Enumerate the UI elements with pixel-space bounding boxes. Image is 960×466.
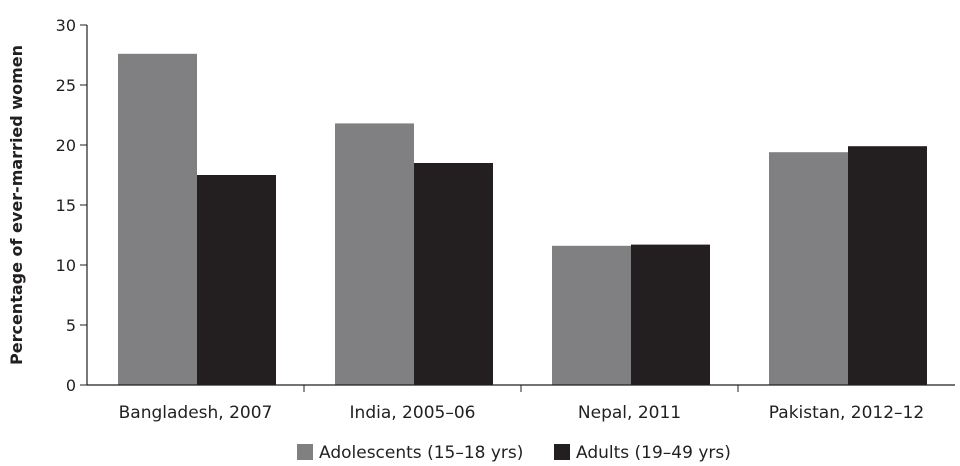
bar-adults-2 [631, 244, 710, 385]
legend-swatch-adults [554, 444, 570, 460]
y-tick-label: 5 [66, 316, 76, 335]
legend-swatch-adolescents [297, 444, 313, 460]
axes [86, 25, 955, 392]
y-axis-label: Percentage of ever-married women [7, 45, 26, 365]
y-tick-label: 15 [56, 196, 76, 215]
bars-group [118, 53, 927, 386]
bar-adolescents-3 [769, 152, 848, 385]
x-tick-label: Nepal, 2011 [578, 403, 681, 423]
bar-adults-3 [848, 146, 927, 385]
x-axis-tick-labels: Bangladesh, 2007 India, 2005–06 Nepal, 201… [119, 403, 925, 423]
bar-adolescents-1 [335, 123, 414, 386]
y-axis-label-group: Percentage of ever-married women [7, 45, 26, 365]
y-tick-label: 10 [56, 256, 76, 275]
y-tick-label: 20 [56, 136, 76, 155]
legend: Adolescents (15–18 yrs) Adults (19–49 yrs… [297, 443, 731, 463]
bar-adults-1 [414, 163, 493, 385]
bar-adolescents-0 [118, 53, 197, 386]
y-tick-label: 30 [56, 16, 76, 35]
y-tick-label: 25 [56, 76, 76, 95]
x-tick-label: India, 2005–06 [350, 403, 476, 423]
bar-adults-0 [197, 175, 276, 385]
bar-adolescents-2 [552, 245, 631, 385]
y-tick-label: 0 [66, 376, 76, 395]
y-axis-ticks: 0 5 10 15 20 25 30 [56, 16, 87, 395]
legend-label-adults: Adults (19–49 yrs) [576, 443, 731, 462]
x-tick-label: Bangladesh, 2007 [119, 403, 273, 423]
x-tick-label: Pakistan, 2012–12 [769, 403, 924, 423]
legend-label-adolescents: Adolescents (15–18 yrs) [319, 443, 523, 462]
